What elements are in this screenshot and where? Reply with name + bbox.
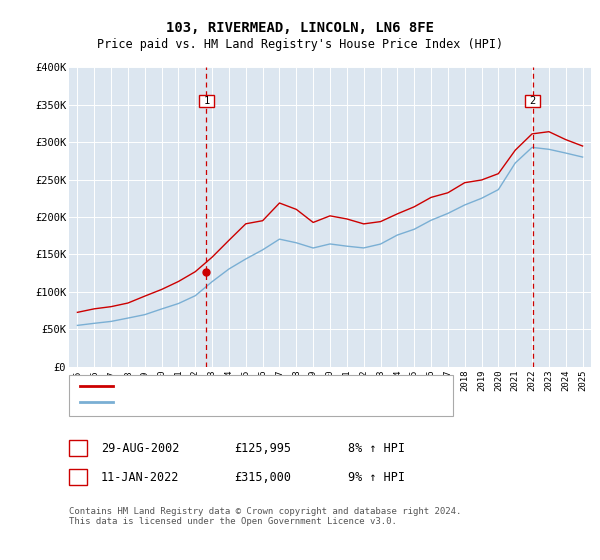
Text: £125,995: £125,995 — [234, 441, 291, 455]
FancyBboxPatch shape — [525, 95, 540, 106]
Text: 1: 1 — [74, 441, 82, 455]
Text: 1: 1 — [203, 96, 209, 106]
Text: 11-JAN-2022: 11-JAN-2022 — [101, 470, 179, 484]
Text: 2: 2 — [74, 470, 82, 484]
Text: Contains HM Land Registry data © Crown copyright and database right 2024.
This d: Contains HM Land Registry data © Crown c… — [69, 507, 461, 526]
Text: 103, RIVERMEAD, LINCOLN, LN6 8FE (detached house): 103, RIVERMEAD, LINCOLN, LN6 8FE (detach… — [119, 381, 425, 391]
Text: 2: 2 — [529, 96, 536, 106]
Text: 103, RIVERMEAD, LINCOLN, LN6 8FE: 103, RIVERMEAD, LINCOLN, LN6 8FE — [166, 21, 434, 35]
Text: 9% ↑ HPI: 9% ↑ HPI — [348, 470, 405, 484]
Text: Price paid vs. HM Land Registry's House Price Index (HPI): Price paid vs. HM Land Registry's House … — [97, 38, 503, 52]
FancyBboxPatch shape — [199, 95, 214, 106]
Text: 29-AUG-2002: 29-AUG-2002 — [101, 441, 179, 455]
Text: 8% ↑ HPI: 8% ↑ HPI — [348, 441, 405, 455]
Text: £315,000: £315,000 — [234, 470, 291, 484]
Text: HPI: Average price, detached house, Lincoln: HPI: Average price, detached house, Linc… — [119, 397, 388, 407]
